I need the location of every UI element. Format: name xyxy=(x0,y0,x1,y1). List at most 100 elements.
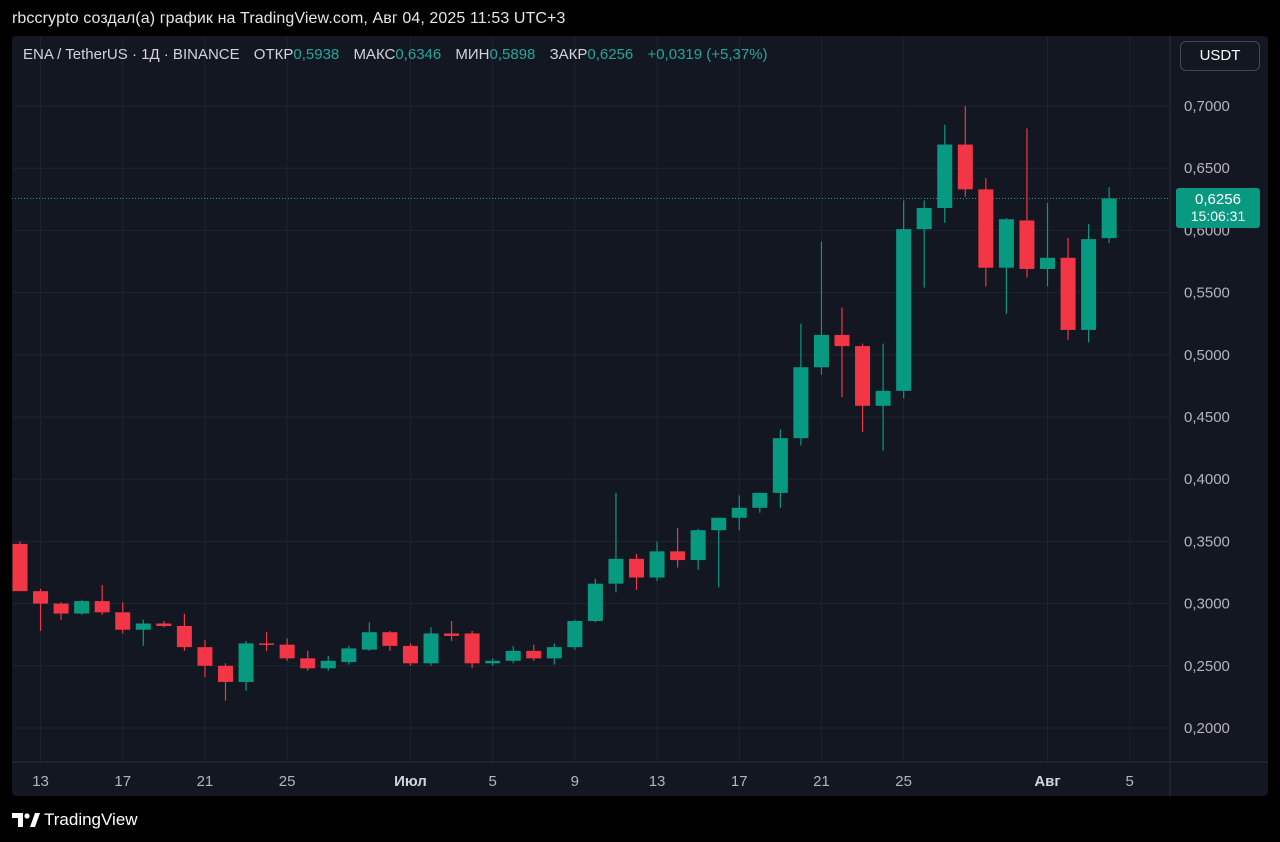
legend-high-value: 0,6346 xyxy=(395,46,442,63)
candle[interactable] xyxy=(649,541,665,582)
candle[interactable] xyxy=(33,588,49,631)
candle-body xyxy=(608,558,624,584)
candle[interactable] xyxy=(546,643,562,665)
candle[interactable] xyxy=(218,663,233,701)
candle-body xyxy=(12,543,28,592)
candle[interactable] xyxy=(320,655,336,671)
candle[interactable] xyxy=(74,599,90,615)
candle-body xyxy=(813,334,829,368)
candle[interactable] xyxy=(793,323,809,446)
chart-panel[interactable]: 0,2000 0,2500 0,3000 0,3500 0,4000 0,4500 0,50… xyxy=(12,36,1268,796)
candle[interactable] xyxy=(896,200,912,399)
candle[interactable] xyxy=(464,630,480,669)
brand-name: TradingView xyxy=(44,810,138,829)
candle-body xyxy=(937,144,953,209)
candle[interactable] xyxy=(916,200,932,288)
candle[interactable] xyxy=(238,640,254,691)
candle[interactable] xyxy=(176,613,192,651)
candle[interactable] xyxy=(361,622,377,651)
candle-body xyxy=(176,625,192,648)
candle-body xyxy=(33,591,49,604)
candle[interactable] xyxy=(1040,203,1055,287)
legend-close-value: 0,6256 xyxy=(587,46,634,63)
candle[interactable] xyxy=(731,495,747,531)
candle[interactable] xyxy=(752,492,768,513)
candle[interactable] xyxy=(937,124,953,223)
legend-low-value: 0,5898 xyxy=(489,46,536,63)
x-tick-label: 17 xyxy=(731,773,748,790)
candle[interactable] xyxy=(711,517,727,588)
candle[interactable] xyxy=(300,650,316,671)
x-tick-label: 13 xyxy=(649,773,666,790)
tradingview-logo[interactable]: TradingView xyxy=(12,810,138,830)
candle[interactable] xyxy=(12,541,28,592)
candle[interactable] xyxy=(978,178,994,287)
candle[interactable] xyxy=(1101,187,1117,244)
candle[interactable] xyxy=(279,638,295,661)
candle-body xyxy=(875,390,891,406)
candle[interactable] xyxy=(1060,237,1076,340)
candle[interactable] xyxy=(115,602,131,634)
candle-body xyxy=(1019,220,1035,269)
candlestick-chart[interactable]: 0,2000 0,2500 0,3000 0,3500 0,4000 0,4500 0,50… xyxy=(12,36,1268,796)
candle[interactable] xyxy=(423,627,439,666)
candle[interactable] xyxy=(670,527,686,568)
candle-body xyxy=(505,650,521,661)
candle[interactable] xyxy=(341,645,357,665)
candle-body xyxy=(546,647,562,659)
candle-body xyxy=(1101,198,1117,239)
candle[interactable] xyxy=(998,217,1014,314)
candle[interactable] xyxy=(567,619,583,650)
candle[interactable] xyxy=(382,630,398,651)
candle[interactable] xyxy=(53,602,69,620)
candle-body xyxy=(855,346,871,406)
candle-body xyxy=(300,658,316,669)
candle-body xyxy=(53,603,69,614)
y-tick-label: 0,5000 xyxy=(1184,347,1230,364)
candle-body xyxy=(587,583,603,622)
x-tick-label: 25 xyxy=(279,773,296,790)
candle[interactable] xyxy=(875,343,891,451)
candle-body xyxy=(485,660,501,664)
candle-body xyxy=(731,507,747,518)
candle-body xyxy=(649,551,665,578)
candle-body xyxy=(629,558,644,578)
candle[interactable] xyxy=(156,621,172,628)
candle[interactable] xyxy=(526,644,542,661)
candle[interactable] xyxy=(587,578,603,623)
candle-body xyxy=(834,334,850,347)
candle[interactable] xyxy=(608,492,624,593)
candle[interactable] xyxy=(402,643,418,666)
candle[interactable] xyxy=(629,553,644,590)
candle-body xyxy=(1040,257,1055,269)
x-tick-label: 5 xyxy=(1126,773,1134,790)
candle[interactable] xyxy=(690,528,706,571)
candle[interactable] xyxy=(197,639,213,677)
candle[interactable] xyxy=(1081,224,1097,343)
candle-body xyxy=(711,517,727,531)
y-tick-label: 0,4500 xyxy=(1184,409,1230,426)
candle[interactable] xyxy=(1019,128,1035,278)
tradingview-logo-icon xyxy=(12,813,40,827)
candle[interactable] xyxy=(813,241,829,375)
candle-body xyxy=(197,647,213,666)
candle[interactable] xyxy=(505,645,521,664)
candle[interactable] xyxy=(259,632,275,651)
candle[interactable] xyxy=(834,307,850,398)
currency-button[interactable]: USDT xyxy=(1180,41,1260,71)
candle-body xyxy=(464,633,480,664)
candle[interactable] xyxy=(855,343,871,432)
candle[interactable] xyxy=(444,621,460,641)
x-tick-label: Авг xyxy=(1034,773,1060,790)
x-tick-label: 5 xyxy=(488,773,496,790)
candle-body xyxy=(279,644,295,659)
y-tick-label: 0,4000 xyxy=(1184,471,1230,488)
candle-body xyxy=(361,632,377,650)
candle[interactable] xyxy=(957,106,973,197)
candle[interactable] xyxy=(135,619,151,646)
x-tick-label: 21 xyxy=(197,773,214,790)
candle[interactable] xyxy=(772,429,788,508)
candle-body xyxy=(772,438,788,493)
candle[interactable] xyxy=(94,584,110,615)
candle[interactable] xyxy=(485,658,501,666)
